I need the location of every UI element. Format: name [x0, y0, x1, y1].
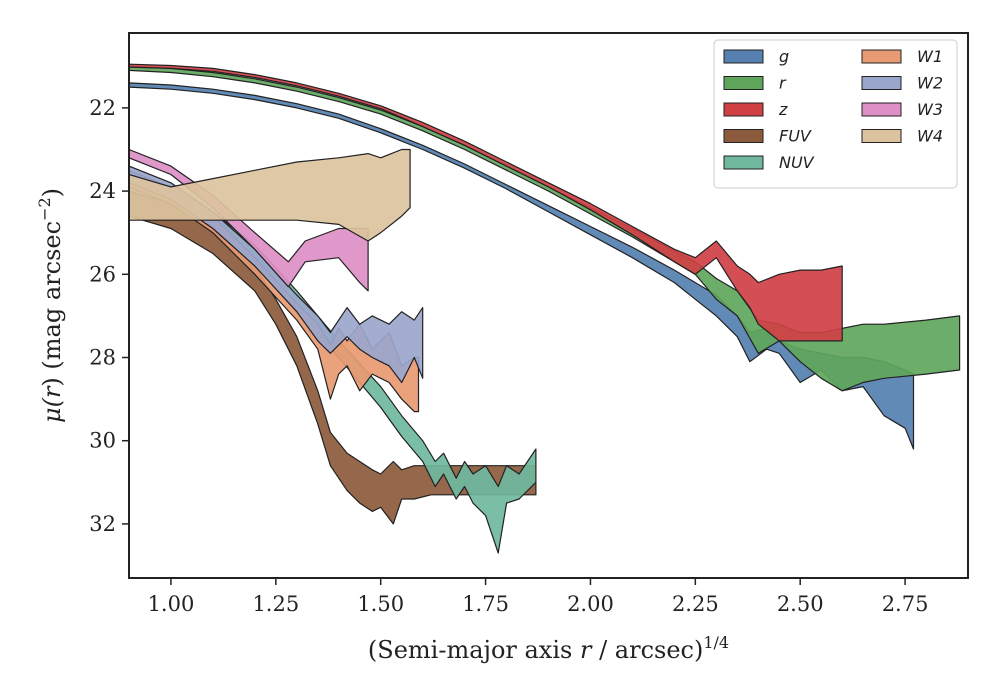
legend-label-z: z: [778, 100, 788, 119]
x-axis-label-exponent: 1/4: [703, 633, 729, 652]
x-axis-label: (Semi-major axis r / arcsec)1/4: [368, 633, 729, 664]
band-w4: [129, 148, 411, 242]
x-tick-label: 1.50: [357, 592, 404, 616]
y-tick-label: 32: [89, 512, 116, 536]
x-axis-label-var: r: [580, 636, 593, 664]
y-axis-label: μ(r) (mag arcsec−2): [35, 188, 66, 423]
x-tick-label: 1.00: [148, 592, 195, 616]
legend-label-nuv: NUV: [779, 153, 815, 172]
x-tick-label: 2.50: [777, 592, 824, 616]
band-z: [129, 63, 843, 342]
y-axis-label-exponent: −2: [35, 197, 54, 221]
legend: grz FUV NUV W1 W2 W3 W4: [713, 39, 958, 189]
legend-label-w2: W2: [917, 74, 943, 93]
legend-label-g: g: [779, 47, 789, 66]
legend-swatch-fuv: [723, 129, 764, 143]
legend-label-fuv: FUV: [779, 127, 812, 146]
legend-swatch-nuv: [723, 155, 764, 170]
y-axis-label-main: μ(: [38, 397, 66, 423]
legend-swatch-r: [723, 76, 764, 90]
y-tick-label: 30: [89, 429, 116, 453]
y-axis: 22 24 26 28 30 32: [89, 96, 129, 536]
legend-label-w4: W4: [917, 127, 943, 146]
legend-label-r: r: [779, 74, 787, 93]
legend-label-w3: W3: [917, 100, 943, 119]
legend-swatch-w4: [861, 129, 902, 143]
x-tick-label: 2.00: [567, 592, 614, 616]
y-axis-label-tail: ) (mag arcsec: [38, 221, 66, 387]
legend-swatch-g: [723, 49, 764, 64]
series-layer: [129, 63, 961, 554]
y-axis-label-close: ): [38, 188, 66, 197]
plot-frame: [128, 32, 969, 579]
legend-swatch-w3: [861, 102, 902, 117]
legend-swatch-w2: [861, 76, 902, 90]
y-tick-label: 26: [89, 262, 116, 286]
band-g: [129, 82, 915, 450]
y-tick-label: 22: [89, 96, 116, 120]
x-tick-label: 1.25: [252, 592, 299, 616]
y-tick-label: 28: [89, 346, 116, 370]
x-axis-label-main: (Semi-major axis: [368, 636, 580, 664]
x-axis: 1.00 1.25 1.50 1.75 2.00 2.25 2.50 2.75: [148, 578, 929, 616]
x-tick-label: 2.75: [882, 592, 929, 616]
legend-swatch-w1: [861, 49, 902, 64]
x-axis-label-tail: / arcsec): [591, 636, 703, 664]
x-tick-label: 2.25: [672, 592, 719, 616]
x-tick-label: 1.75: [462, 592, 509, 616]
legend-swatch-z: [723, 102, 764, 117]
legend-label-w1: W1: [917, 47, 943, 66]
y-tick-label: 24: [89, 179, 116, 203]
y-axis-label-var: r: [38, 385, 66, 398]
